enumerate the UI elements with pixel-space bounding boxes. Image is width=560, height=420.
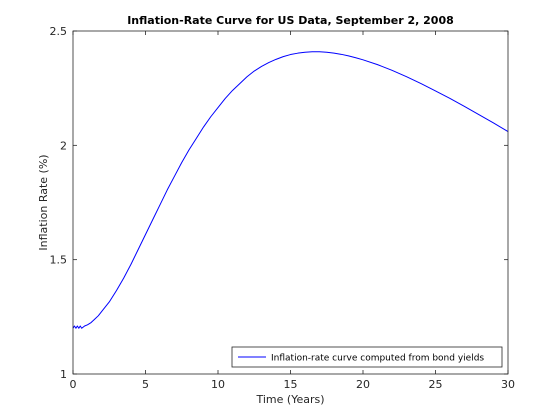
- chart-title: Inflation-Rate Curve for US Data, Septem…: [127, 14, 454, 27]
- x-axis-label: Time (Years): [255, 393, 324, 406]
- legend-box: [231, 346, 503, 368]
- legend[interactable]: Inflation-rate curve computed from bond …: [231, 346, 503, 368]
- y-tick-label: 1.5: [50, 254, 68, 267]
- y-tick-label: 2.5: [50, 25, 68, 38]
- x-tick-label: 15: [284, 378, 298, 391]
- x-tick-label: 5: [142, 378, 149, 391]
- y-axis-label: Inflation Rate (%): [37, 154, 50, 250]
- axes-background: [73, 31, 508, 374]
- series-line-0: [72, 51, 509, 329]
- x-tick-label: 20: [356, 378, 370, 391]
- x-tick-label: 30: [501, 378, 515, 391]
- y-axis-ticks: 1 1.5 2 2.5: [50, 25, 508, 381]
- axes-box: [72, 30, 509, 375]
- y-tick-label: 1: [60, 368, 67, 381]
- x-tick-label: 25: [429, 378, 443, 391]
- x-tick-label: 10: [211, 378, 225, 391]
- legend-entry-label: Inflation-rate curve computed from bond …: [271, 354, 484, 364]
- series-layer: [72, 51, 509, 329]
- x-tick-label: 0: [70, 378, 77, 391]
- x-axis-ticks: 0 5 10 15 20 25 30: [70, 31, 515, 391]
- y-tick-label: 2: [60, 139, 67, 152]
